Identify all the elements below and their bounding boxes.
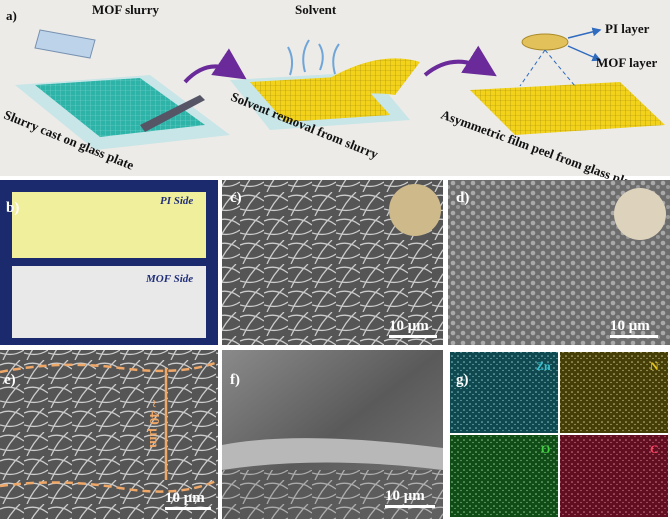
map-tint bbox=[450, 352, 558, 433]
scale-label: 10 μm bbox=[389, 318, 429, 334]
scale-bar bbox=[165, 507, 211, 510]
panel-label: f) bbox=[230, 372, 240, 388]
panel-d: d) 10 μm bbox=[448, 180, 670, 345]
panel-label: g) bbox=[456, 372, 469, 388]
pointer bbox=[567, 27, 602, 39]
panel-label: b) bbox=[6, 200, 19, 216]
inset-photo bbox=[389, 184, 441, 236]
fiber-layer bbox=[222, 470, 443, 519]
scale-bar bbox=[389, 335, 437, 338]
boundary bbox=[0, 360, 219, 374]
scale-bar bbox=[610, 335, 658, 338]
text: PI Side bbox=[160, 195, 193, 207]
element-label: O bbox=[541, 442, 550, 456]
panel-label: e) bbox=[4, 372, 16, 388]
map-n bbox=[560, 352, 668, 433]
panel-label: c) bbox=[230, 190, 242, 206]
text: MOF layer bbox=[596, 55, 657, 70]
text: Solvent bbox=[295, 2, 337, 17]
text: MOF slurry bbox=[92, 2, 160, 17]
arrow bbox=[183, 48, 247, 84]
zoom-lines bbox=[519, 49, 576, 87]
element-label: Zn bbox=[536, 359, 551, 373]
panel-a: a) MOF slurry Slurry cast on glass plate… bbox=[0, 0, 670, 193]
thickness-label: ~ 40 μm bbox=[146, 400, 161, 448]
text: MOF Side bbox=[145, 273, 193, 285]
arrow bbox=[423, 45, 497, 77]
vapor bbox=[287, 39, 340, 76]
panel-c: c) 10 μm bbox=[222, 180, 443, 345]
scale-label: 10 μm bbox=[610, 318, 650, 334]
scale-bar bbox=[385, 505, 435, 508]
mof-layer bbox=[222, 438, 443, 470]
map-tint bbox=[560, 352, 668, 433]
map-tint bbox=[560, 435, 668, 517]
blade bbox=[140, 95, 205, 132]
panel-e: ~ 40 μm e) 10 μm bbox=[0, 350, 219, 519]
panel-f: f) 10 μm bbox=[222, 350, 443, 519]
scale-label: 10 μm bbox=[165, 490, 205, 506]
scale-label: 10 μm bbox=[385, 488, 425, 504]
mof-side bbox=[12, 266, 206, 338]
element-label: N bbox=[650, 359, 659, 373]
inset-photo bbox=[614, 188, 666, 240]
film-disk bbox=[521, 33, 569, 51]
film-peel bbox=[330, 58, 420, 100]
text: PI layer bbox=[605, 21, 650, 36]
panel-g: g) Zn N O C bbox=[448, 350, 670, 519]
panel-label: a) bbox=[6, 8, 17, 23]
boundary bbox=[0, 478, 219, 493]
element-label: C bbox=[650, 442, 659, 456]
map-tint bbox=[450, 435, 558, 517]
asymmetric-film bbox=[470, 82, 665, 135]
panel-label: d) bbox=[456, 190, 469, 206]
panel-b: b) PI Side MOF Side bbox=[0, 180, 218, 345]
vial bbox=[34, 29, 96, 59]
pointer bbox=[567, 45, 602, 62]
pi-side bbox=[12, 192, 206, 258]
